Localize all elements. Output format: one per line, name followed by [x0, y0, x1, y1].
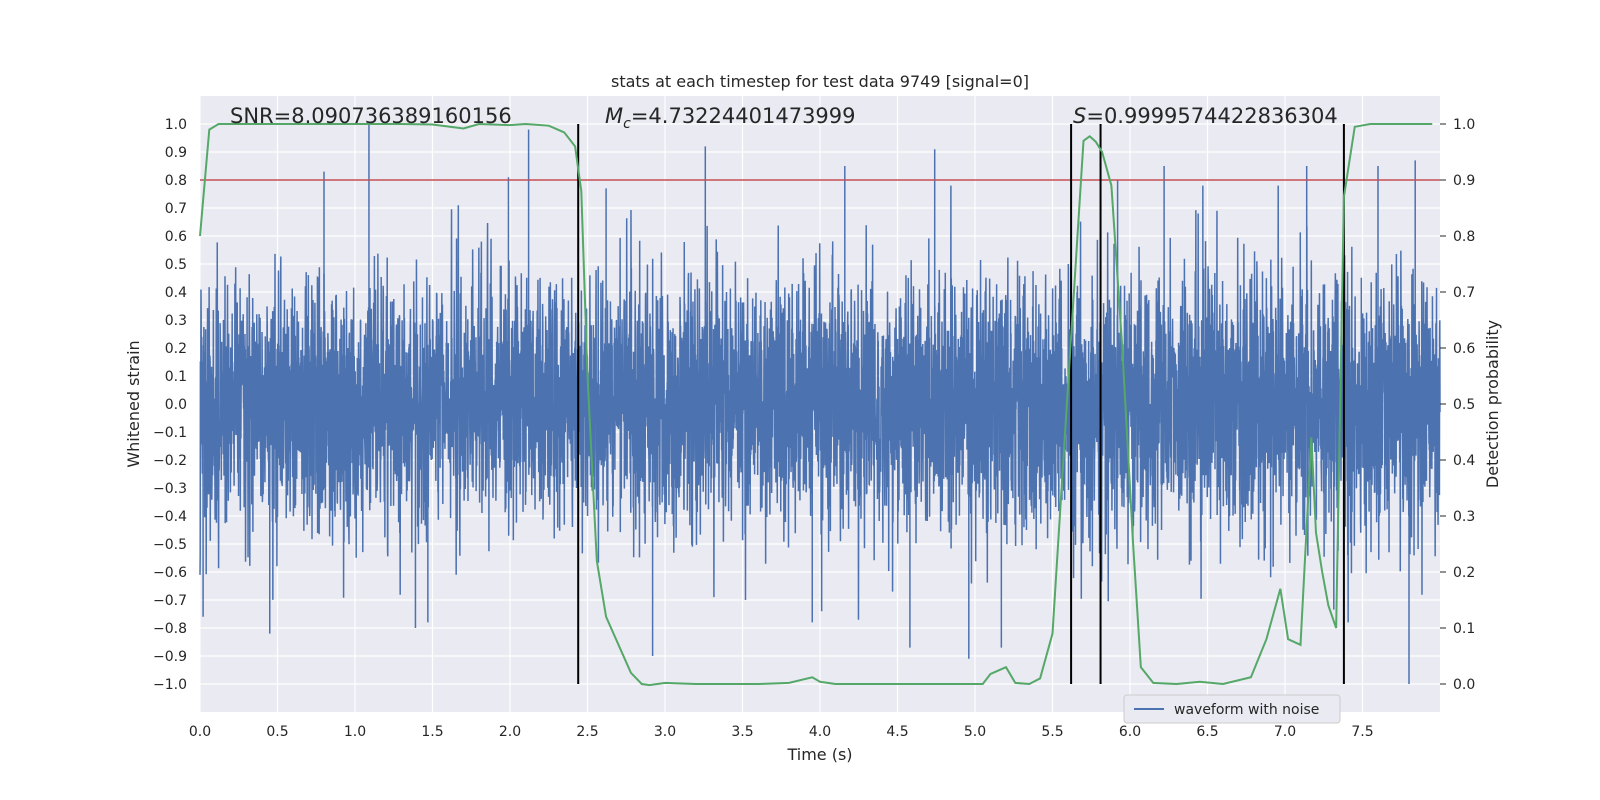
y-tick-label: −0.2 — [153, 453, 187, 469]
x-tick-label: 6.5 — [1196, 724, 1218, 740]
y-tick-label: 0.8 — [165, 173, 187, 189]
y-tick-label: −1.0 — [153, 677, 187, 693]
chirp-mass-annotation: Mc=4.73224401473999 — [605, 104, 856, 132]
y-tick-label: 0.3 — [165, 313, 187, 329]
y2-tick-label: 0.9 — [1453, 173, 1475, 189]
waveform-line — [199, 185, 1441, 623]
y-tick-label: 0.0 — [165, 397, 187, 413]
x-tick-label: 5.0 — [964, 724, 986, 740]
x-tick-label: 1.5 — [421, 724, 443, 740]
y-axis-label: Whitened strain — [124, 340, 143, 467]
x-tick-label: 0.5 — [266, 724, 288, 740]
y-tick-labels: 1.0 0.9 0.8 0.7 0.6 0.5 0.4 0.3 0.2 0.1 0.0 −0.1 −0.… — [153, 117, 187, 693]
y-tick-label: −0.3 — [153, 481, 187, 497]
x-tick-label: 4.5 — [886, 724, 908, 740]
y-tick-label: 0.9 — [165, 145, 187, 161]
x-tick-label: 6.0 — [1119, 724, 1141, 740]
y-tick-label: −0.7 — [153, 593, 187, 609]
snr-annotation: SNR=8.090736389160156 — [230, 104, 512, 128]
legend: waveform with noise — [1123, 694, 1341, 724]
detection-probability-line — [199, 122, 1433, 687]
y2-tick-label: 0.3 — [1453, 509, 1475, 525]
y-tick-label: 0.6 — [165, 229, 187, 245]
y-tick-label: 0.7 — [165, 201, 187, 217]
x-tick-label: 2.5 — [576, 724, 598, 740]
y-tick-label: −0.9 — [153, 649, 187, 665]
y2-tick-label: 0.7 — [1453, 285, 1475, 301]
y2-tick-label: 0.0 — [1453, 677, 1475, 693]
legend-label: waveform with noise — [1174, 702, 1319, 718]
y2-tick-label: 0.8 — [1453, 229, 1475, 245]
y-tick-label: 0.1 — [165, 369, 187, 385]
y2-tick-label: 1.0 — [1453, 117, 1475, 133]
x-tick-label: 0.0 — [189, 724, 211, 740]
y-tick-label: 1.0 — [165, 117, 187, 133]
x-tick-label: 3.5 — [731, 724, 753, 740]
y-tick-label: −0.1 — [153, 425, 187, 441]
y2-tick-label: 0.6 — [1453, 341, 1475, 357]
y2-tick-labels: 1.0 0.9 0.8 0.7 0.6 0.5 0.4 0.3 0.2 0.1 0.0 — [1440, 117, 1475, 693]
legend-box — [1123, 694, 1341, 724]
y-tick-label: −0.8 — [153, 621, 187, 637]
x-tick-label: 4.0 — [809, 724, 831, 740]
y2-tick-label: 0.1 — [1453, 621, 1475, 637]
x-tick-label: 1.0 — [344, 724, 366, 740]
x-tick-labels: 0.0 0.5 1.0 1.5 2.0 2.5 3.0 3.5 4.0 4.5 5.0 5.5 6.0 6… — [189, 724, 1374, 740]
waveform-series — [199, 124, 1441, 684]
s-stat-annotation: S=0.9999574422836304 — [1073, 104, 1338, 128]
y2-tick-label: 0.2 — [1453, 565, 1475, 581]
y-tick-label: 0.2 — [165, 341, 187, 357]
y-tick-label: −0.5 — [153, 537, 187, 553]
x-tick-label: 2.0 — [499, 724, 521, 740]
y-tick-label: 0.4 — [165, 285, 187, 301]
y-tick-label: −0.4 — [153, 509, 187, 525]
chart-title: stats at each timestep for test data 974… — [611, 72, 1029, 91]
x-tick-label: 7.0 — [1274, 724, 1296, 740]
x-axis-label: Time (s) — [786, 745, 852, 764]
y-tick-label: −0.6 — [153, 565, 187, 581]
x-tick-label: 7.5 — [1351, 724, 1373, 740]
detection-probability-series — [199, 122, 1433, 687]
x-tick-label: 5.5 — [1041, 724, 1063, 740]
y-tick-label: 0.5 — [165, 257, 187, 273]
y2-tick-label: 0.4 — [1453, 453, 1475, 469]
x-tick-label: 3.0 — [654, 724, 676, 740]
y2-axis-label: Detection probability — [1483, 320, 1502, 488]
y2-tick-label: 0.5 — [1453, 397, 1475, 413]
